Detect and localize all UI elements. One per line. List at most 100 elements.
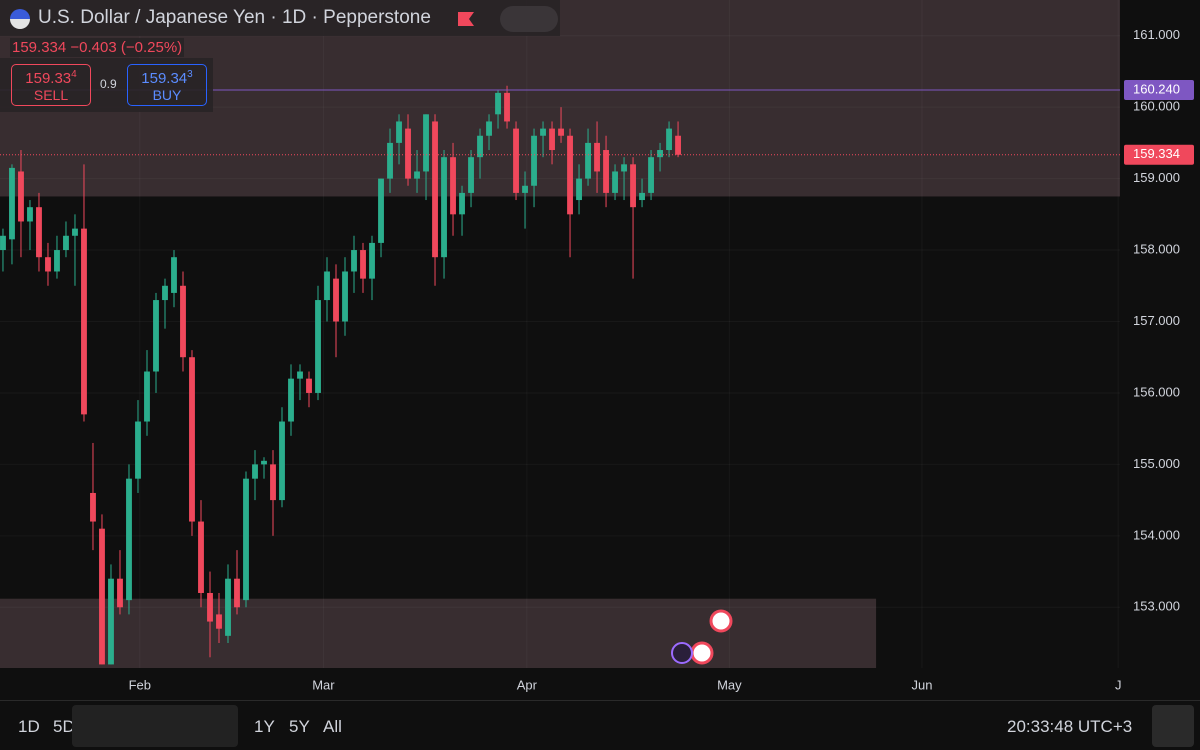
candle-body	[153, 300, 159, 372]
candle-body	[450, 157, 456, 215]
candle-body	[576, 178, 582, 201]
y-tick-label: 153.000	[1133, 599, 1180, 614]
price-tag	[1124, 144, 1194, 165]
candle-body	[594, 142, 600, 172]
alert-icon	[709, 609, 733, 633]
candle-body	[27, 207, 33, 222]
candle-body	[306, 378, 312, 393]
symbol-header[interactable]: U.S. Dollar / Japanese Yen · 1D · Pepper…	[0, 0, 560, 36]
y-tick-label: 161.000	[1133, 27, 1180, 42]
candle-body	[234, 578, 240, 608]
status-pill[interactable]	[500, 6, 558, 32]
candle-body	[9, 167, 15, 240]
candle-body	[243, 478, 249, 601]
candle-body	[144, 371, 150, 422]
candle-body	[36, 207, 42, 258]
y-tick-label: 157.000	[1133, 313, 1180, 328]
candle-body	[279, 421, 285, 501]
candle-body	[504, 92, 510, 122]
candle-body	[45, 257, 51, 272]
buy-button[interactable]: 159.343 BUY	[127, 64, 207, 106]
candle-body	[468, 157, 474, 193]
candle-body	[117, 578, 123, 608]
candle-body	[189, 357, 195, 522]
candle-body	[198, 521, 204, 593]
candle-body	[666, 128, 672, 151]
fullscreen-button[interactable]	[1152, 705, 1194, 747]
flag-marker[interactable]	[456, 11, 476, 27]
candle-body	[477, 135, 483, 158]
candle-body	[378, 178, 384, 243]
drawing-tools[interactable]	[72, 705, 238, 747]
level-label: 160.240	[1133, 81, 1180, 96]
candle-body	[180, 285, 186, 358]
trade-panel: 159.334 SELL 0.9 159.343 BUY	[0, 58, 213, 112]
y-tick-label: 155.000	[1133, 456, 1180, 471]
y-tick-label: 154.000	[1133, 527, 1180, 542]
candle-body	[162, 285, 168, 301]
y-tick-label: 159.000	[1133, 170, 1180, 185]
candle-body	[396, 121, 402, 143]
candle-body	[252, 464, 258, 479]
candle-body	[72, 228, 78, 236]
candle-body	[657, 150, 663, 158]
candle-body	[261, 460, 267, 465]
range-button[interactable]: 1D	[18, 717, 40, 736]
sell-price: 159.33	[25, 70, 72, 87]
candle-body	[90, 492, 96, 522]
candle-body	[531, 135, 537, 186]
candle-body	[315, 300, 321, 393]
candle-body	[630, 164, 636, 208]
candle-body	[486, 121, 492, 136]
candle-body	[432, 121, 438, 258]
candle-body	[423, 114, 429, 172]
candle-body	[495, 92, 501, 115]
range-button[interactable]: 5Y	[289, 717, 310, 736]
candle-body	[342, 271, 348, 322]
clock: 20:33:48 UTC+3	[1007, 717, 1133, 736]
x-tick-label: Feb	[129, 677, 151, 692]
candle-body	[63, 235, 69, 251]
candle-body	[126, 478, 132, 601]
candle-body	[360, 250, 366, 279]
zone	[0, 598, 877, 668]
candle-body	[675, 135, 681, 155]
candle-body	[369, 242, 375, 279]
range-button[interactable]: All	[323, 717, 342, 736]
candle-body	[558, 128, 564, 136]
sell-button[interactable]: 159.334 SELL	[11, 64, 91, 106]
x-tick-label: May	[717, 677, 742, 692]
symbol-title: U.S. Dollar / Japanese Yen · 1D · Pepper…	[38, 7, 431, 28]
candle-body	[540, 128, 546, 136]
candle-body	[648, 157, 654, 193]
candle-body	[18, 171, 24, 222]
candle-body	[639, 192, 645, 201]
candle-body	[522, 185, 528, 193]
candle-body	[459, 192, 465, 215]
candle-body	[171, 257, 177, 293]
candle-body	[225, 578, 231, 636]
range-button[interactable]: 5D	[53, 717, 75, 736]
candle-body	[621, 164, 627, 172]
candle-body	[207, 592, 213, 622]
change: −0.403 (−0.25%)	[70, 39, 183, 56]
range-button[interactable]: 1Y	[254, 717, 275, 736]
candle-body	[135, 421, 141, 479]
candle-body	[270, 464, 276, 501]
candle-body	[567, 135, 573, 215]
flag-icon	[10, 9, 30, 29]
bottom-toolbar: 1D 5D 1Y 5Y All 20:33:48 UTC+3	[0, 700, 1200, 750]
buy-label: BUY	[152, 87, 182, 103]
candle-body	[612, 171, 618, 193]
candle-body	[99, 528, 105, 665]
candle-body	[441, 157, 447, 258]
candle-body	[288, 378, 294, 422]
candle-body	[108, 578, 114, 665]
spread: 0.9	[100, 77, 117, 91]
y-tick-label: 160.000	[1133, 99, 1180, 114]
x-tick-label: J	[1115, 677, 1122, 692]
price-change: 159.334 −0.403 (−0.25%)	[10, 38, 185, 57]
candle-body	[549, 128, 555, 151]
flash-icon	[671, 642, 693, 664]
